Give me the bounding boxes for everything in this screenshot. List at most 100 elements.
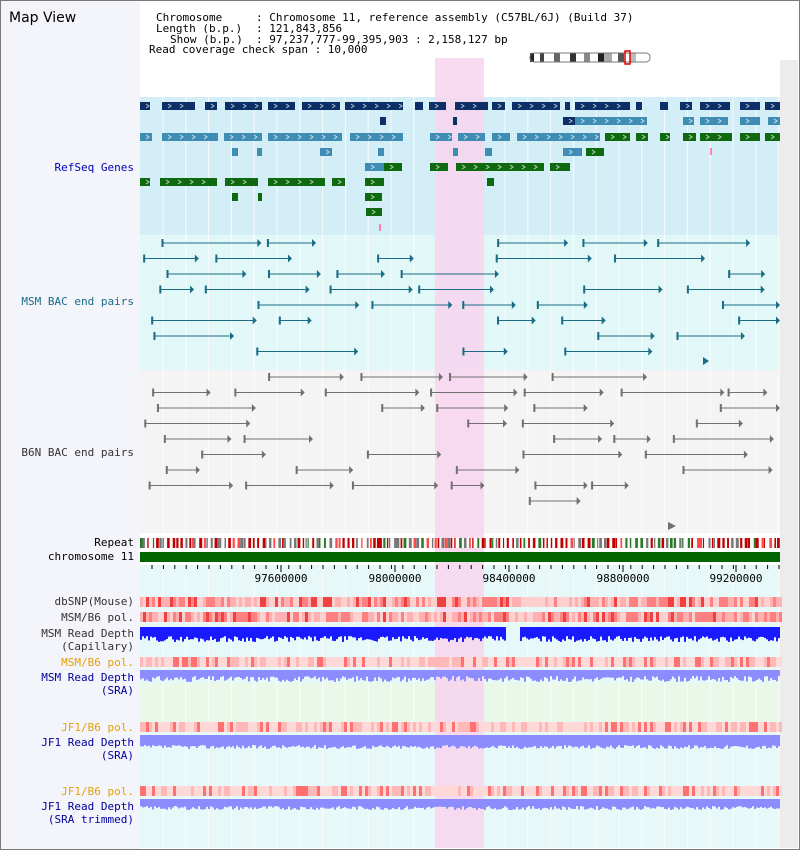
- polymorphism-cell: [383, 612, 386, 622]
- polymorphism-cell: [149, 612, 152, 622]
- read-depth-bar: [340, 735, 342, 748]
- read-depth-bar: [488, 799, 490, 807]
- bac-end: [449, 373, 452, 381]
- read-depth-bar: [646, 735, 648, 749]
- track-label-refseq[interactable]: RefSeq Genes: [54, 161, 134, 174]
- polymorphism-cell: [344, 722, 347, 732]
- polymorphism-cell: [602, 657, 605, 667]
- read-depth-bar: [378, 627, 380, 639]
- track-label-repeat[interactable]: Repeat: [94, 536, 134, 549]
- polymorphism-cell: [641, 657, 644, 667]
- polymorphism-cell: [539, 597, 542, 607]
- polymorphism-cell: [311, 786, 314, 796]
- read-depth-bar: [600, 799, 602, 809]
- read-depth-bar: [146, 799, 148, 807]
- polymorphism-cell: [347, 786, 350, 796]
- polymorphism-cell: [509, 657, 512, 667]
- read-depth-bar: [440, 670, 442, 679]
- read-depth-bar: [214, 799, 216, 810]
- polymorphism-cell: [332, 597, 335, 607]
- polymorphism-cell: [506, 657, 509, 667]
- polymorphism-cell: [428, 597, 431, 607]
- read-depth-bar: [408, 627, 410, 637]
- bac-end: [522, 450, 525, 459]
- polymorphism-cell: [584, 657, 587, 667]
- read-depth-bar: [616, 735, 618, 748]
- read-depth-bar: [286, 670, 288, 680]
- polymorphism-cell: [320, 722, 323, 732]
- polymorphism-cell: [584, 612, 587, 622]
- read-depth-bar: [150, 670, 152, 682]
- read-depth-bar: [642, 799, 644, 809]
- polymorphism-cell: [566, 657, 569, 667]
- read-depth-bar: [778, 627, 780, 639]
- read-depth-bar: [188, 799, 190, 810]
- track-label-jf1-depth-trimmed[interactable]: JF1 Read Depth: [41, 800, 134, 813]
- polymorphism-cell: [455, 722, 458, 732]
- polymorphism-cell: [737, 657, 740, 667]
- read-depth-bar: [448, 799, 450, 808]
- polymorphism-cell: [395, 597, 398, 607]
- polymorphism-cell: [500, 722, 503, 732]
- polymorphism-cell: [359, 722, 362, 732]
- polymorphism-cell: [644, 612, 647, 622]
- polymorphism-cell: [455, 597, 458, 607]
- read-depth-bar: [238, 627, 240, 641]
- polymorphism-cell: [389, 597, 392, 607]
- read-depth-bar: [354, 799, 356, 808]
- repeat-mark: [335, 538, 338, 548]
- polymorphism-cell: [722, 786, 725, 796]
- polymorphism-cell: [176, 722, 179, 732]
- read-depth-bar: [220, 799, 222, 810]
- read-depth-bar: [228, 735, 230, 747]
- polymorphism-cell: [209, 786, 212, 796]
- gene-exon: [455, 102, 488, 110]
- read-depth-bar: [590, 670, 592, 680]
- read-depth-bar: [188, 735, 190, 749]
- repeat-mark: [159, 538, 162, 548]
- read-depth-bar: [644, 627, 646, 637]
- polymorphism-cell: [635, 612, 638, 622]
- read-depth-bar: [744, 799, 746, 807]
- polymorphism-cell: [707, 597, 710, 607]
- read-depth-bar: [412, 799, 414, 809]
- track-label-dbsnp[interactable]: dbSNP(Mouse): [54, 595, 134, 608]
- polymorphism-cell: [524, 786, 527, 796]
- gene-exon: [565, 102, 570, 110]
- read-depth-bar: [610, 799, 612, 810]
- track-label-jf1-depth-sra[interactable]: JF1 Read Depth: [41, 736, 134, 749]
- polymorphism-cell: [560, 597, 563, 607]
- polymorphism-cell: [509, 786, 512, 796]
- track-label-jf1-b6-pol-1[interactable]: JF1/B6 pol.: [61, 721, 134, 734]
- polymorphism-cell: [734, 786, 737, 796]
- bac-end-arrow: [300, 388, 305, 397]
- polymorphism-cell: [668, 597, 671, 607]
- bac-end-arrow: [564, 239, 569, 247]
- track-label-msm-depth-capillary[interactable]: MSM Read Depth: [41, 627, 134, 640]
- track-label-msm-b6-pol-2[interactable]: MSM/B6 pol.: [61, 656, 134, 669]
- track-label-jf1-b6-pol-2[interactable]: JF1/B6 pol.: [61, 785, 134, 798]
- read-depth-bar: [478, 735, 480, 749]
- track-label-msm-bac[interactable]: MSM BAC end pairs: [21, 295, 134, 308]
- read-depth-bar: [524, 735, 526, 747]
- repeat-mark: [550, 538, 553, 548]
- polymorphism-cell: [665, 657, 668, 667]
- read-depth-bar: [594, 735, 596, 748]
- read-depth-bar: [668, 735, 670, 746]
- polymorphism-cell: [647, 786, 650, 796]
- read-depth-bar: [146, 735, 148, 747]
- track-label-msm-depth-sra[interactable]: MSM Read Depth: [41, 671, 134, 684]
- polymorphism-cell: [482, 786, 485, 796]
- track-label-msm-b6-pol-1[interactable]: MSM/B6 pol.: [61, 611, 134, 624]
- read-depth-bar: [280, 799, 282, 810]
- read-depth-bar: [352, 735, 354, 746]
- polymorphism-cell: [419, 597, 422, 607]
- bac-end: [657, 239, 660, 247]
- read-depth-bar: [520, 670, 522, 678]
- read-depth-bar: [688, 799, 690, 808]
- read-depth-bar: [388, 799, 390, 810]
- polymorphism-cell: [191, 786, 194, 796]
- track-label-b6n-bac[interactable]: B6N BAC end pairs: [21, 446, 134, 459]
- track-label-chromosome[interactable]: chromosome 11: [47, 550, 134, 563]
